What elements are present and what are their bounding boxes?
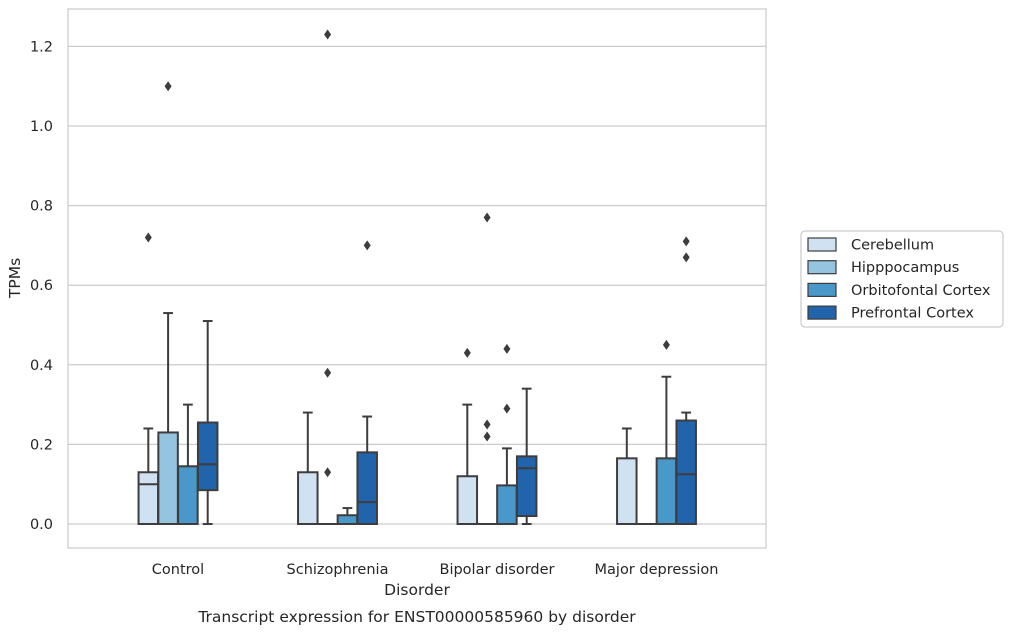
box-body [675,419,697,525]
legend-item: Orbitofontal Cortex [807,282,991,299]
y-tick-label: 0.4 [30,358,53,374]
legend-swatch [807,282,837,297]
y-tick-label: 0.0 [30,517,53,533]
box [317,29,338,525]
box-body [515,455,538,518]
box-body [157,431,179,525]
box [196,320,219,525]
outlier-point [662,339,670,350]
y-tick-label: 0.6 [30,278,53,294]
box-body [616,457,638,525]
box-body [655,457,678,525]
x-tick-label: Bipolar disorder [440,562,555,578]
outlier-point [144,232,152,243]
outlier-point [503,403,511,414]
legend-item: Prefrontal Cortex [807,305,974,322]
y-tick-label: 0.8 [30,199,53,215]
legend-swatch [807,305,837,320]
box-body [496,484,518,526]
box-body [177,465,199,526]
box-body [336,514,359,526]
box [177,403,199,526]
outlier-point [324,367,332,378]
legend-label: Orbitofontal Cortex [851,283,991,299]
box [616,427,638,525]
outlier-point [682,236,690,247]
legend-swatch [807,260,837,275]
box [356,240,378,525]
x-tick-labels: Control Schizophrenia Bipolar disorder Majo… [152,562,719,578]
y-tick-label: 1.2 [30,39,53,55]
box-groups [137,29,697,526]
x-tick-label: Major depression [595,562,719,578]
category-group [456,212,538,526]
x-tick-label: Schizophrenia [287,562,389,578]
legend-swatch [807,237,837,252]
box [515,387,538,525]
box [297,411,319,526]
y-tick-label: 0.2 [30,437,53,453]
box [496,343,518,526]
outlier-point [483,431,491,442]
box-body [356,451,378,525]
outlier-point [164,81,172,92]
outlier-point [483,419,491,430]
outlier-point [483,212,491,223]
outlier-point [503,343,511,354]
legend-label: Prefrontal Cortex [851,306,974,322]
box [456,347,479,525]
legend-label: Cerebellum [851,238,934,254]
plot-frame [67,8,767,549]
category-group [297,29,378,526]
legend-box [800,230,1004,328]
box-body [297,471,319,526]
figure-caption: Transcript expression for ENST0000058596… [197,608,636,626]
legend-item: Hipppocampus [807,260,959,276]
legend: Cerebellum Hipppocampus Orbitofontal Corte… [800,230,1004,328]
y-tick-label: 1.0 [30,119,53,135]
box [675,236,697,525]
outlier-point [324,467,332,478]
outlier-point [324,29,332,40]
outlier-point [363,240,371,251]
box-body [196,421,219,492]
outlier-point [682,252,690,263]
legend-label: Hipppocampus [851,260,959,276]
box [655,339,678,525]
x-tick-label: Control [152,562,204,578]
y-tick-labels: 0.0 0.2 0.4 0.6 0.8 1.0 1.2 [30,39,53,533]
x-axis-label: Disorder [384,581,450,599]
box-body [456,475,479,525]
box [477,212,497,525]
box [137,232,160,526]
y-axis-label: TPMs [6,258,24,299]
category-group [137,81,219,526]
legend-item: Cerebellum [807,237,934,254]
box-body [137,471,160,526]
category-group [616,236,697,525]
outlier-point [463,347,471,358]
